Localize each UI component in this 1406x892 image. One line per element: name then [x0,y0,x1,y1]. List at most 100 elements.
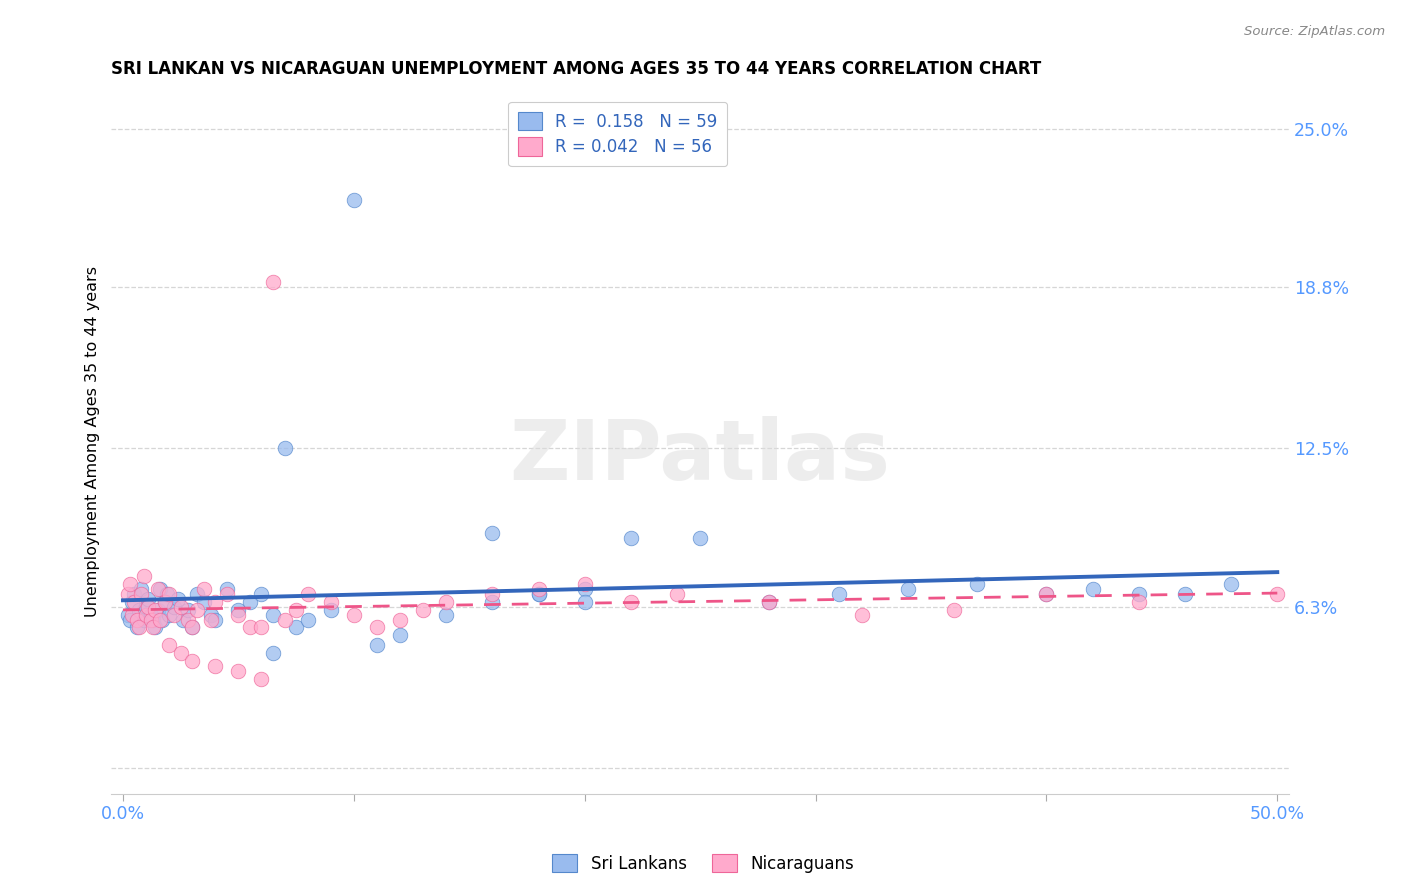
Point [170,646,193,660]
Point [181,620,204,634]
Point [176,602,198,616]
Point [132,569,155,583]
Point [181,654,204,668]
Point [434,595,457,609]
Point [138,592,160,607]
Point [758,595,780,609]
Point [262,646,284,660]
Point [153,595,176,609]
Point [172,613,194,627]
Point [139,613,162,627]
Point [689,531,711,545]
Point [146,582,169,596]
Point [193,595,215,609]
Point [273,442,295,456]
Point [157,587,180,601]
Point [131,582,153,596]
Point [297,613,319,627]
Point [250,672,273,686]
Point [121,595,143,609]
Point [149,582,172,596]
Point [118,577,141,591]
Point [574,595,596,609]
Point [193,582,215,596]
Point [527,587,550,601]
Point [153,595,176,609]
Point [366,620,388,634]
Point [215,582,238,596]
Point [142,620,165,634]
Point [117,607,139,622]
Point [1128,595,1150,609]
Point [527,587,550,601]
Point [1265,587,1288,601]
Point [574,577,596,591]
Point [250,620,273,634]
Point [139,607,162,622]
Point [343,607,366,622]
Point [135,607,157,622]
Point [124,595,146,609]
Point [170,599,193,614]
Point [319,602,342,616]
Point [132,613,155,627]
Point [156,587,179,601]
Point [200,607,222,622]
Point [131,587,153,601]
Point [128,602,150,616]
Point [176,613,198,627]
Point [827,587,849,601]
Point [285,620,308,634]
Point [181,620,204,634]
Point [481,587,503,601]
Point [124,587,146,601]
Point [186,587,208,601]
Point [157,607,180,622]
Point [273,613,295,627]
Point [239,595,262,609]
Point [620,595,643,609]
Point [117,587,139,601]
Point [215,587,238,601]
Point [128,620,150,634]
Point [527,582,550,596]
Point [297,587,319,601]
Point [204,595,226,609]
Legend: Sri Lankans, Nicaraguans: Sri Lankans, Nicaraguans [546,847,860,880]
Point [157,638,180,652]
Point [388,628,411,642]
Point [228,607,250,622]
Point [150,613,173,627]
Point [481,595,503,609]
Point [125,620,148,634]
Point [366,638,388,652]
Point [200,613,222,627]
Point [228,664,250,678]
Point [319,595,342,609]
Point [897,582,920,596]
Text: SRI LANKAN VS NICARAGUAN UNEMPLOYMENT AMONG AGES 35 TO 44 YEARS CORRELATION CHAR: SRI LANKAN VS NICARAGUAN UNEMPLOYMENT AM… [111,60,1042,78]
Point [943,602,966,616]
Point [204,658,226,673]
Point [1220,577,1243,591]
Point [143,602,166,616]
Point [118,613,141,627]
Point [851,607,873,622]
Point [142,613,165,627]
Point [262,607,284,622]
Point [149,613,172,627]
Point [388,613,411,627]
Legend: R =  0.158   N = 59, R = 0.042   N = 56: R = 0.158 N = 59, R = 0.042 N = 56 [508,102,727,166]
Point [228,602,250,616]
Point [239,620,262,634]
Point [1128,587,1150,601]
Point [250,587,273,601]
Point [574,582,596,596]
Point [666,587,689,601]
Point [138,599,160,614]
Point [412,602,434,616]
Point [1081,582,1104,596]
Point [343,194,366,208]
Point [121,607,143,622]
Text: Source: ZipAtlas.com: Source: ZipAtlas.com [1244,25,1385,38]
